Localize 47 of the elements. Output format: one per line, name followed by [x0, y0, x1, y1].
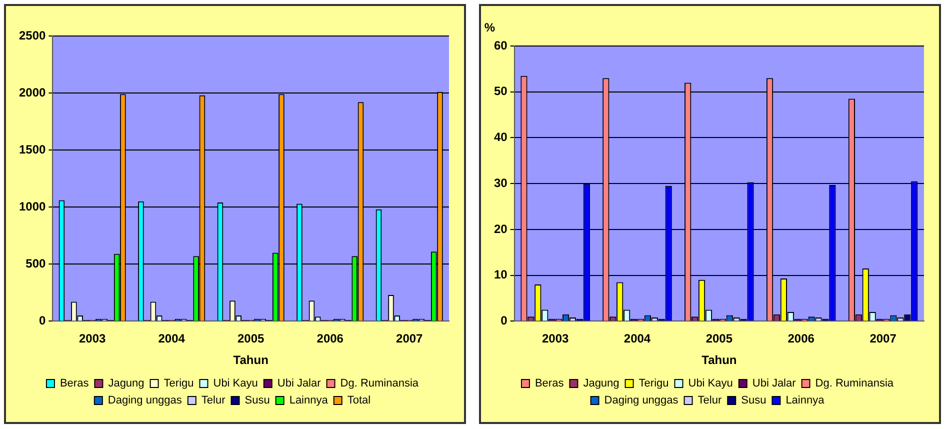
y-tick-label: 10	[494, 268, 508, 282]
y-tick-label: 1000	[18, 199, 46, 214]
y-tick-label: 0	[39, 314, 46, 328]
legend-label: Jagung	[108, 378, 144, 390]
y-tick-label: 0	[500, 314, 508, 328]
y-tick-label: 2000	[18, 85, 46, 100]
legend-label: Terigu	[638, 378, 669, 390]
x-axis-title: Tahun	[702, 353, 737, 368]
legend-label: Dg. Ruminansia	[340, 378, 420, 390]
legend-label: Terigu	[164, 378, 194, 390]
y-tick-label: 1500	[18, 142, 46, 156]
x-axis-title: Tahun	[233, 353, 268, 368]
legend-label: Telur	[201, 394, 226, 407]
legend-label: Daging unggas	[108, 394, 182, 407]
legend-label: Beras	[534, 378, 564, 390]
legend-label: Ubi Jalar	[752, 378, 796, 390]
y-tick-label: 40	[494, 130, 508, 144]
y-tick-label: 50	[494, 84, 508, 98]
legend-label: Susu	[244, 394, 270, 407]
legend-label: Beras	[60, 378, 90, 390]
legend-label: Ubi Kayu	[688, 378, 733, 390]
legend-label: Dg. Ruminansia	[815, 378, 894, 390]
x-tick-label: 2003	[78, 332, 106, 346]
legend-label: Lainnya	[289, 394, 329, 407]
x-tick-label: 2007	[870, 332, 897, 346]
legend-label: Telur	[698, 394, 722, 407]
legend-label: Total	[347, 394, 371, 407]
y-tick-label: 30	[494, 176, 508, 190]
legend-label: Susu	[741, 394, 766, 407]
x-tick-label: 2004	[158, 332, 186, 346]
legend-label: Jagung	[583, 378, 620, 390]
y-tick-label: 2500	[18, 28, 46, 42]
y-tick-label: 60	[494, 38, 508, 52]
x-tick-label: 2007	[396, 332, 424, 346]
legend-label: Ubi Jalar	[277, 378, 322, 390]
legend-label: Ubi Kayu	[213, 378, 258, 390]
x-tick-label: 2006	[316, 332, 344, 346]
legend-label: Lainnya	[786, 394, 826, 407]
y-axis-title: %	[484, 20, 496, 34]
y-tick-label: 20	[494, 222, 508, 236]
x-tick-label: 2005	[706, 332, 733, 346]
x-tick-label: 2006	[788, 332, 815, 346]
x-tick-label: 2005	[237, 332, 265, 346]
x-tick-label: 2004	[624, 332, 651, 346]
legend-label: Daging unggas	[604, 394, 679, 407]
x-tick-label: 2003	[542, 332, 569, 346]
y-tick-label: 500	[26, 256, 46, 270]
